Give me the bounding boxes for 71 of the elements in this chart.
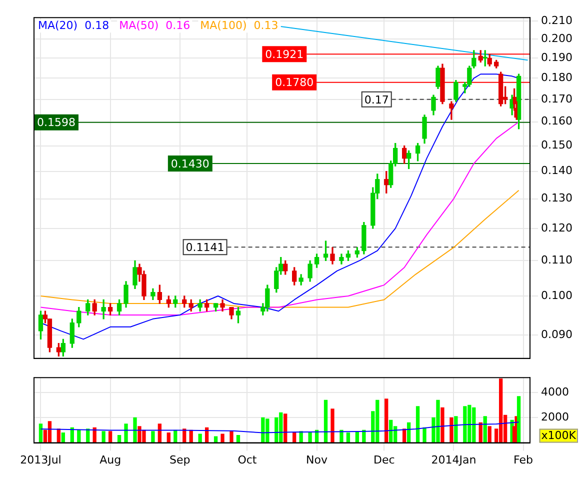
- x-tick-label: 2014Jan: [431, 453, 476, 466]
- y-tick-label: 0.150: [541, 138, 572, 152]
- bar: [498, 378, 503, 443]
- y-tick-label: 0.140: [541, 164, 572, 178]
- bar: [488, 426, 492, 443]
- ref-line-label: 0.1430: [170, 157, 210, 170]
- bar: [236, 434, 240, 443]
- ref-line-label: 0.1141: [186, 240, 224, 254]
- y-tick-label: 0.110: [541, 254, 572, 267]
- text: MA(50) 0.16: [119, 18, 190, 32]
- text: x100K: [541, 429, 577, 442]
- bar: [308, 432, 312, 443]
- bar: [422, 427, 426, 443]
- bar: [133, 417, 137, 443]
- bar: [284, 414, 288, 443]
- bar: [450, 417, 454, 443]
- bar: [117, 434, 122, 443]
- bar: [384, 398, 388, 443]
- bar: [416, 406, 420, 443]
- x-tick-label: Oct: [238, 453, 258, 466]
- bar: [330, 408, 334, 443]
- bar: [61, 432, 66, 443]
- bar: [77, 430, 81, 443]
- bar: [214, 436, 218, 443]
- bar: [261, 417, 265, 443]
- ref-line-label: 0.1598: [37, 116, 76, 130]
- bar: [158, 424, 162, 443]
- bar: [151, 431, 155, 443]
- bar: [463, 406, 467, 443]
- y-tick-label: 0.210: [541, 14, 572, 27]
- y-tick-label: 0.100: [541, 288, 572, 302]
- bar: [166, 432, 170, 443]
- x-tick-label: Sep: [170, 453, 190, 466]
- x-tick-label: Feb: [514, 453, 534, 466]
- bar: [124, 424, 128, 443]
- y-tick-label: 0.130: [541, 192, 572, 205]
- y-tick-label: 4000: [541, 386, 569, 399]
- bar: [230, 431, 234, 443]
- bar: [220, 434, 224, 443]
- bar: [440, 407, 444, 443]
- y-tick-label: 0.170: [541, 92, 572, 106]
- ref-line-label: 0.1921: [265, 48, 304, 61]
- text: MA(100) 0.13: [200, 18, 278, 32]
- y-tick-label: 0.190: [541, 51, 572, 64]
- x-tick-label: Aug: [100, 453, 122, 466]
- text: MA(20) 0.18: [38, 18, 110, 32]
- bar: [48, 421, 52, 443]
- y-tick-label: 0.120: [541, 221, 572, 234]
- bar: [38, 424, 43, 443]
- bar: [198, 434, 202, 443]
- y-tick-label: 2000: [541, 410, 569, 424]
- bar: [516, 396, 521, 443]
- bar: [299, 431, 303, 443]
- y-tick-label: 0.200: [541, 32, 572, 46]
- x-tick-label: 2013Jul: [20, 453, 62, 466]
- ref-line-label: 0.1780: [275, 76, 314, 90]
- ref-line-label: 0.17: [364, 93, 389, 106]
- bar: [454, 416, 458, 443]
- bar: [292, 432, 296, 443]
- bar: [346, 432, 350, 443]
- x-tick-label: Dec: [373, 453, 395, 466]
- y-tick-label: 0.180: [541, 71, 572, 84]
- bar: [389, 420, 393, 443]
- y-tick-label: 0.160: [541, 114, 572, 128]
- bar: [102, 431, 106, 443]
- bar: [483, 416, 487, 443]
- x-tick-label: Nov: [306, 453, 328, 466]
- bar: [340, 430, 344, 443]
- bar: [324, 400, 328, 443]
- bar: [108, 431, 112, 443]
- y-tick-label: 0.090: [541, 328, 572, 341]
